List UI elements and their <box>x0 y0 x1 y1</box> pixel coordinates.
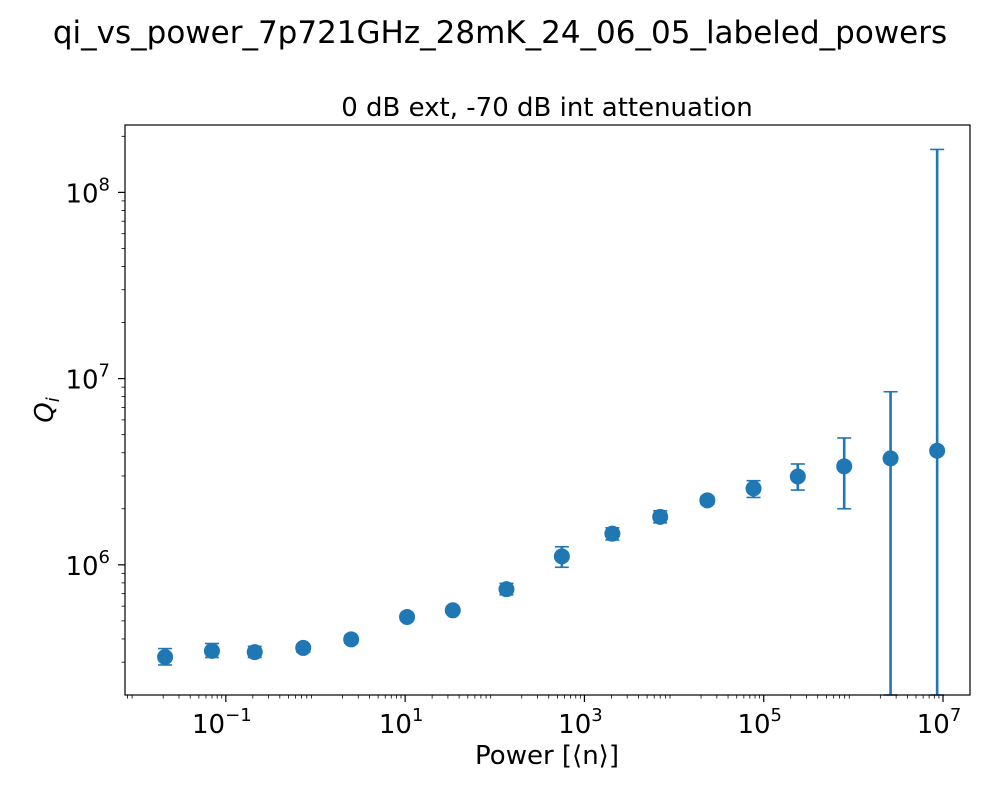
data-point <box>553 548 570 565</box>
tick-label-exponent: 7 <box>950 705 961 726</box>
data-point <box>295 639 312 656</box>
tick-label-exponent: 6 <box>99 547 110 568</box>
data-point <box>836 458 853 475</box>
tick-label-base: 10 <box>558 710 591 740</box>
chart-title: 0 dB ext, -70 dB int attenuation <box>341 93 753 123</box>
data-point <box>343 631 360 648</box>
data-point-group <box>246 644 263 661</box>
data-point <box>399 608 416 625</box>
y-tick-label: 106 <box>65 547 110 582</box>
tick-label-base: 10 <box>379 710 412 740</box>
data-point-group <box>553 545 570 569</box>
data-point <box>444 602 461 619</box>
tick-label-exponent: 3 <box>591 705 602 726</box>
x-tick-label: 101 <box>379 705 424 740</box>
data-point <box>929 442 946 459</box>
data-point <box>745 480 762 497</box>
data-point-group <box>399 608 416 625</box>
data-point-group <box>882 390 899 696</box>
data-point <box>652 508 669 525</box>
tick-label-exponent: 7 <box>99 361 110 382</box>
tick-label-base: 10 <box>65 366 98 396</box>
data-point-group <box>343 631 360 648</box>
data-point <box>498 581 515 598</box>
data-point <box>203 642 220 659</box>
data-point-group <box>699 492 716 509</box>
tick-label-base: 10 <box>192 710 225 740</box>
tick-label-exponent: 5 <box>771 705 782 726</box>
tick-label-base: 10 <box>65 552 98 582</box>
data-point-group <box>745 479 762 499</box>
data-point <box>604 525 621 542</box>
y-tick-label: 107 <box>65 361 110 396</box>
data-point <box>789 468 806 485</box>
data-point-group <box>652 508 669 525</box>
tick-label-base: 10 <box>737 710 770 740</box>
y-axis-label: Qi <box>30 397 64 422</box>
data-point-group <box>604 525 621 542</box>
y-axis-label-main: Q <box>30 402 60 422</box>
data-point-group <box>929 148 946 696</box>
data-point <box>157 648 174 665</box>
tick-label-exponent: 8 <box>99 174 110 195</box>
figure-suptitle: qi_vs_power_7p721GHz_28mK_24_06_05_label… <box>53 15 947 51</box>
tick-label-base: 10 <box>65 179 98 209</box>
data-point-group <box>498 581 515 598</box>
data-point <box>882 450 899 467</box>
tick-label-base: 10 <box>917 710 950 740</box>
x-tick-label: 107 <box>917 705 962 740</box>
data-point-group <box>444 602 461 619</box>
data-point-group <box>157 647 174 666</box>
x-tick-label: 105 <box>737 705 782 740</box>
data-point <box>699 492 716 509</box>
data-point-group <box>789 463 806 491</box>
y-tick-label: 108 <box>65 174 110 209</box>
tick-label-exponent: 1 <box>412 705 423 726</box>
x-tick-label: 10−1 <box>192 705 252 740</box>
x-axis-label: Power [⟨n⟩] <box>475 741 619 771</box>
data-point <box>246 644 263 661</box>
data-point-group <box>203 642 220 659</box>
x-tick-label: 103 <box>558 705 603 740</box>
plot-area <box>157 148 946 696</box>
data-point-group <box>836 437 853 510</box>
tick-label-exponent: −1 <box>225 705 252 726</box>
y-axis-label-sub: i <box>43 397 64 402</box>
data-point-group <box>295 639 312 656</box>
axes-frame <box>124 124 971 696</box>
